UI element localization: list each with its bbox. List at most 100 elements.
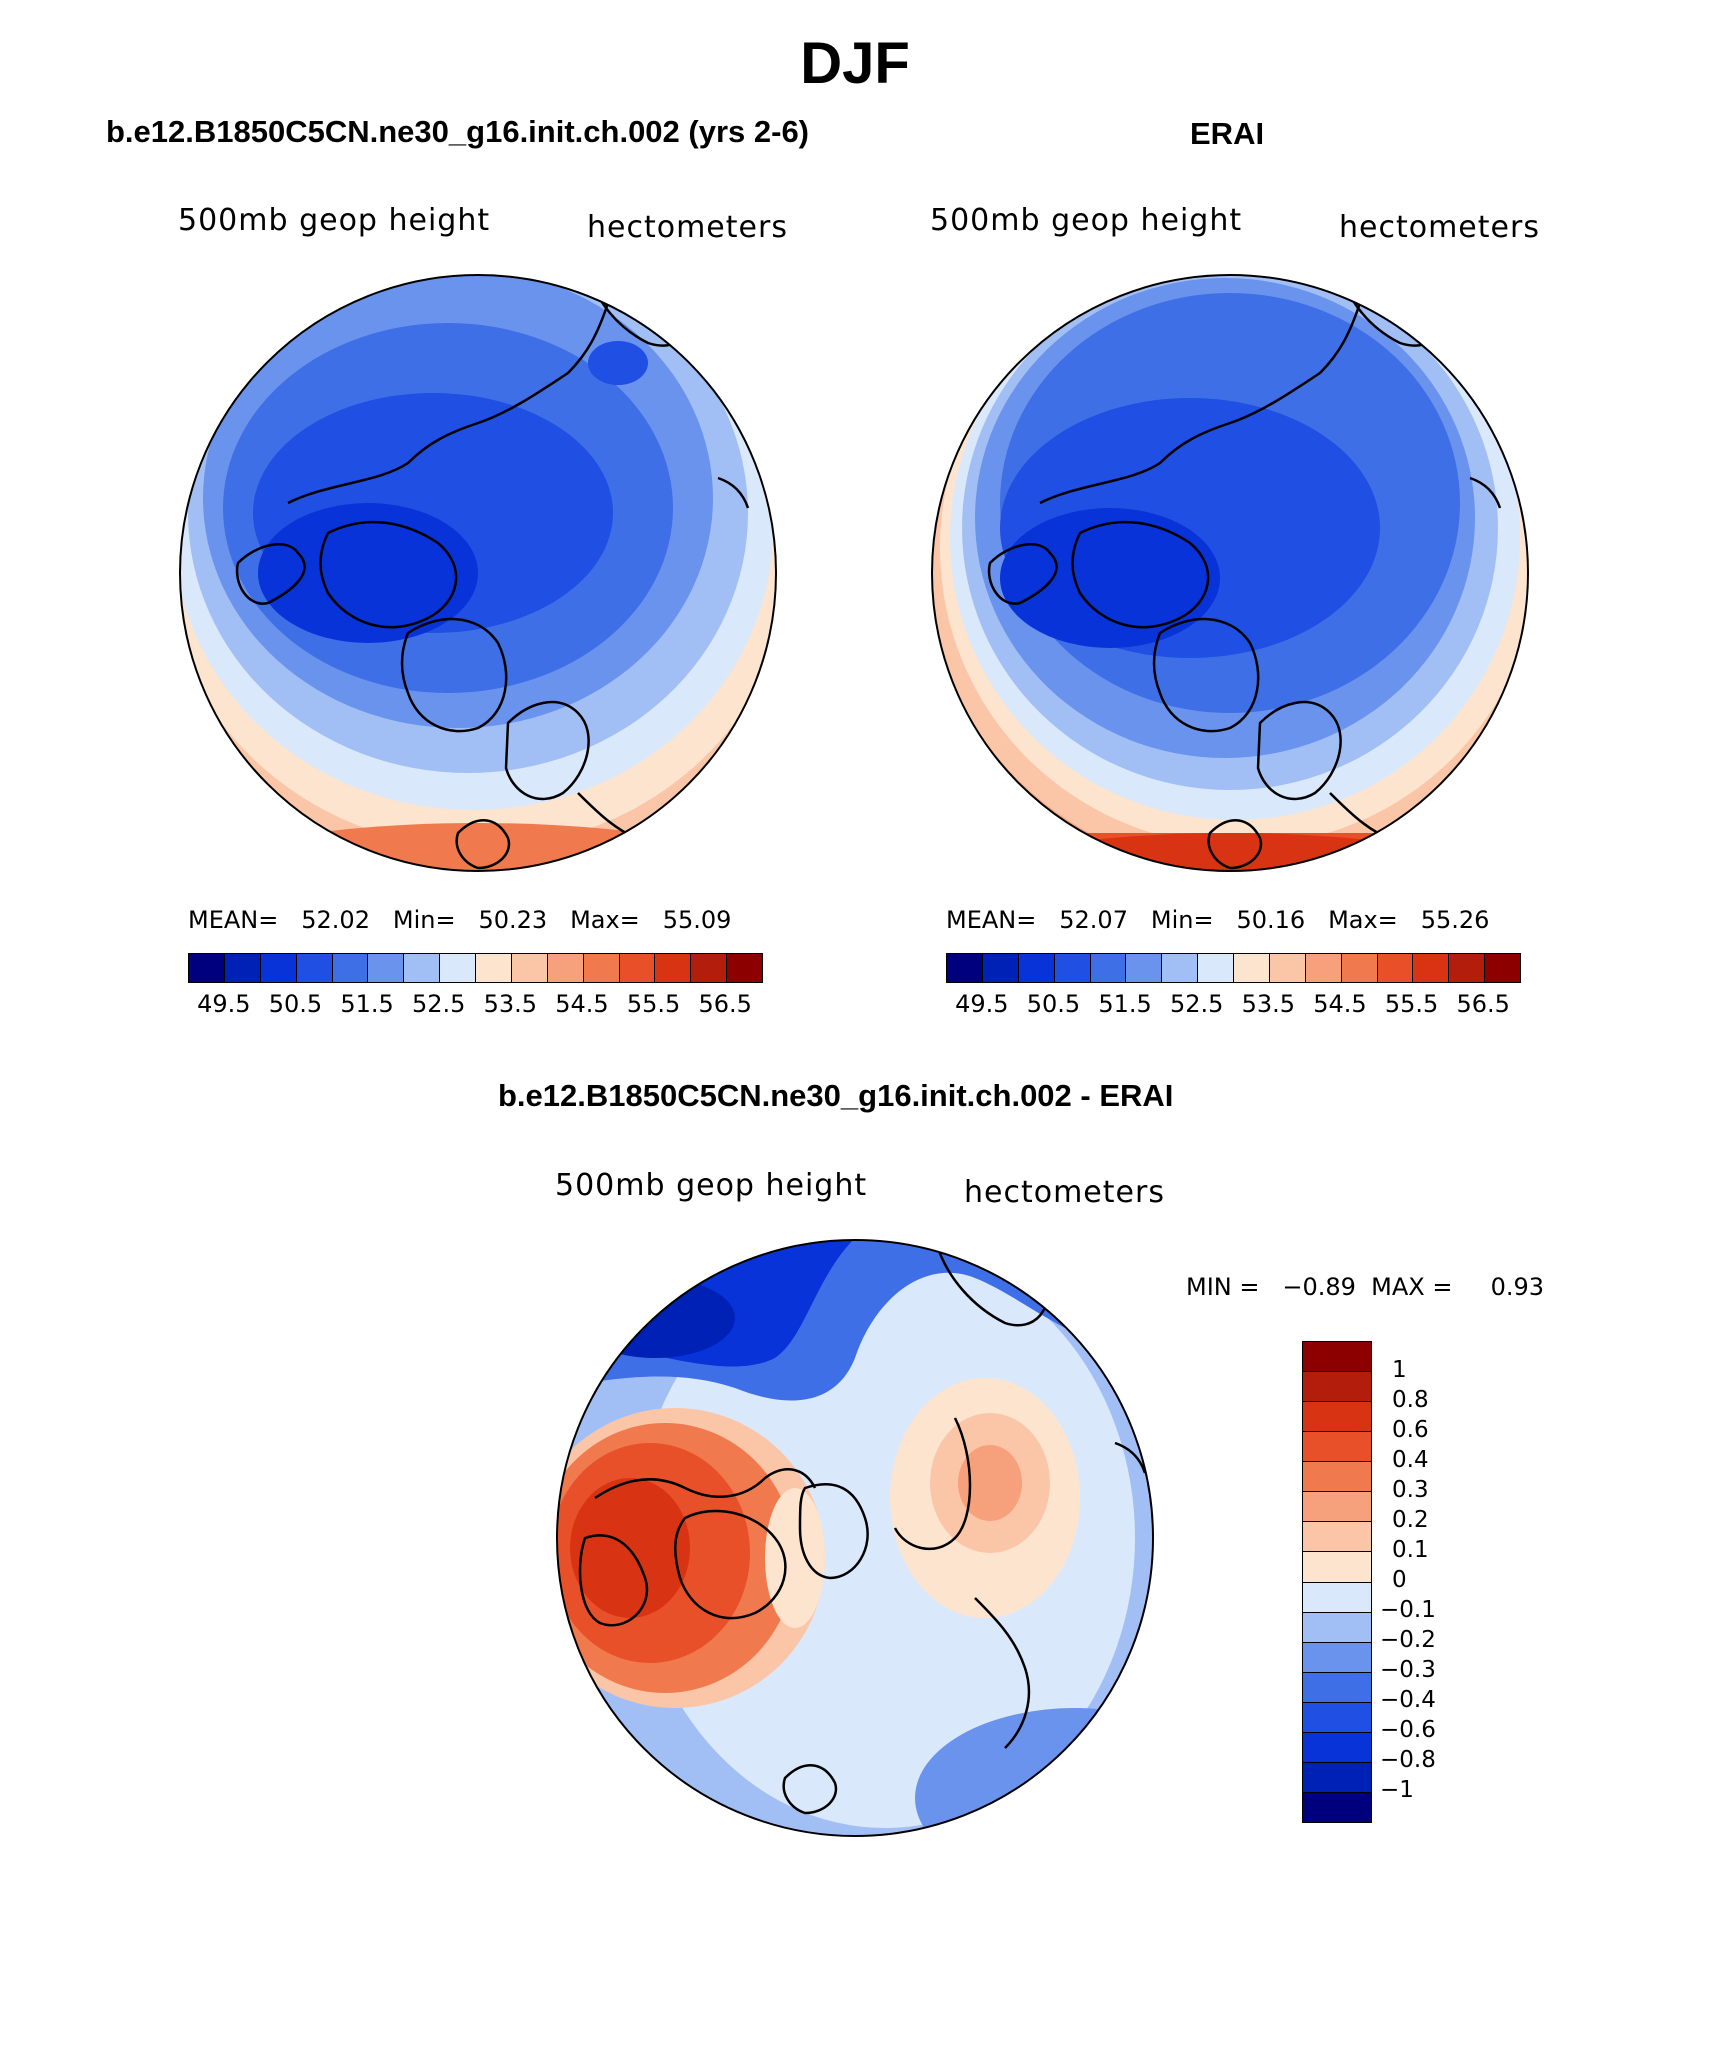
obs-colorbar-cell [1234,954,1270,982]
model-colorbar-cell [404,954,441,982]
obs-colorbar-cell [1126,954,1163,982]
obs-colorbar-cell [1090,954,1127,982]
model-colorbar-tick: 53.5 [483,990,538,1018]
diff-colorbar-label: 0.3 [1392,1477,1429,1503]
diff-colorbar-label: 1 [1392,1357,1407,1383]
diff-colorbar-label: −0.4 [1380,1687,1436,1713]
obs-colorbar-cell [1305,954,1342,982]
model-min-value: 50.23 [478,906,548,934]
figure-title: DJF [800,31,910,96]
obs-stats: MEAN= 52.07 Min= 50.16 Max= 55.26 [946,906,1489,934]
diff-colorbar-cell [1303,1372,1371,1403]
obs-colorbar-cell [982,954,1019,982]
diff-colorbar-cell [1303,1702,1371,1733]
diff-colorbar-label: −0.6 [1380,1717,1436,1743]
model-colorbar-cell [368,954,405,982]
obs-min-value: 50.16 [1236,906,1306,934]
model-colorbar-tick: 56.5 [698,990,752,1018]
model-colorbar-cell [260,954,297,982]
obs-colorbar-tick: 50.5 [1026,990,1081,1018]
model-colorbar-tick: 49.5 [197,990,251,1018]
model-min-label: Min= [392,906,456,934]
diff-field-label: 500mb geop height [555,1168,868,1203]
diff-colorbar-cell [1303,1732,1371,1763]
model-colorbar-cell [296,954,333,982]
diff-units-label: hectometers [964,1175,1165,1210]
obs-mean-value: 52.07 [1059,906,1128,934]
obs-colorbar-tick: 53.5 [1241,990,1296,1018]
diff-colorbar-cell [1303,1612,1371,1643]
diff-colorbar-cell [1303,1522,1371,1553]
model-colorbar-tick: 54.5 [555,990,609,1018]
diff-colorbar-label: −0.1 [1380,1597,1436,1623]
diff-colorbar-label: 0.8 [1392,1387,1429,1413]
model-colorbar-cell [511,954,548,982]
obs-colorbar-cell [1162,954,1199,982]
diff-colorbar-cell [1303,1642,1371,1673]
obs-min-label: Min= [1150,906,1214,934]
model-colorbar-tick: 55.5 [626,990,681,1018]
obs-colorbar-cell [947,954,983,982]
obs-field-label: 500mb geop height [930,203,1243,238]
diff-colorbar [1302,1341,1372,1823]
obs-colorbar-tick: 52.5 [1169,990,1224,1018]
model-field-label: 500mb geop height [178,203,491,238]
obs-colorbar-cell [1269,954,1306,982]
obs-units-label: hectometers [1339,210,1540,245]
diff-colorbar-cell [1303,1432,1371,1463]
model-colorbar-tick: 51.5 [340,990,394,1018]
diff-minmax: MIN = −0.89 MAX = 0.93 [1186,1273,1545,1301]
obs-colorbar-cell [1198,954,1234,982]
diff-colorbar-cell [1303,1672,1371,1703]
diff-colorbar-label: 0 [1392,1567,1407,1593]
diff-colorbar-cell [1303,1402,1371,1433]
model-max-label: Max= [570,906,640,934]
model-colorbar-cell [547,954,584,982]
model-colorbar-cell [655,954,692,982]
obs-colorbar-cell [1018,954,1055,982]
obs-colorbar-cell [1341,954,1378,982]
diff-colorbar-label: 0.2 [1392,1507,1429,1533]
model-max-value: 55.09 [662,906,732,934]
model-colorbar-cell [476,954,512,982]
diff-colorbar-label: 0.4 [1392,1447,1429,1473]
obs-colorbar-cell [1377,954,1414,982]
diff-colorbar-label: −0.8 [1380,1747,1436,1773]
model-colorbar-ticks: 49.5 50.5 51.5 52.5 53.5 54.5 55.5 56.5 [188,990,761,1020]
obs-colorbar-cell [1449,954,1486,982]
model-colorbar-cell [440,954,476,982]
diff-colorbar-label: 0.6 [1392,1417,1429,1443]
diff-colorbar-cell [1303,1792,1371,1822]
model-mean-value: 52.02 [301,906,370,934]
obs-colorbar-tick: 56.5 [1456,990,1510,1018]
diff-polar-map [556,1239,1154,1837]
obs-max-label: Max= [1328,906,1398,934]
obs-colorbar-cell [1054,954,1091,982]
obs-mean-label: MEAN= [946,906,1037,934]
model-polar-map [179,274,777,872]
obs-colorbar-cell [1413,954,1450,982]
obs-panel-title: ERAI [1190,116,1265,151]
model-colorbar-cell [332,954,369,982]
model-colorbar-tick: 52.5 [411,990,466,1018]
diff-colorbar-cell [1303,1462,1371,1493]
model-units-label: hectometers [587,210,788,245]
diff-colorbar-label: −1 [1380,1777,1414,1803]
model-colorbar-cell [727,954,762,982]
diff-panel-title: b.e12.B1850C5CN.ne30_g16.init.ch.002 - E… [498,1078,1174,1113]
diff-colorbar-cell [1303,1492,1371,1523]
obs-colorbar-cell [1485,954,1520,982]
model-colorbar-cell [189,954,225,982]
model-panel-title: b.e12.B1850C5CN.ne30_g16.init.ch.002 (yr… [106,114,810,149]
diff-colorbar-label: −0.3 [1380,1657,1436,1683]
obs-polar-map [931,274,1529,872]
model-colorbar-cell [691,954,728,982]
obs-colorbar-tick: 54.5 [1313,990,1367,1018]
diff-colorbar-label: −0.2 [1380,1627,1436,1653]
model-colorbar-tick: 50.5 [268,990,323,1018]
obs-colorbar [946,953,1521,983]
obs-colorbar-tick: 49.5 [955,990,1009,1018]
obs-colorbar-tick: 51.5 [1098,990,1152,1018]
model-colorbar-cell [224,954,261,982]
obs-colorbar-ticks: 49.5 50.5 51.5 52.5 53.5 54.5 55.5 56.5 [946,990,1519,1020]
